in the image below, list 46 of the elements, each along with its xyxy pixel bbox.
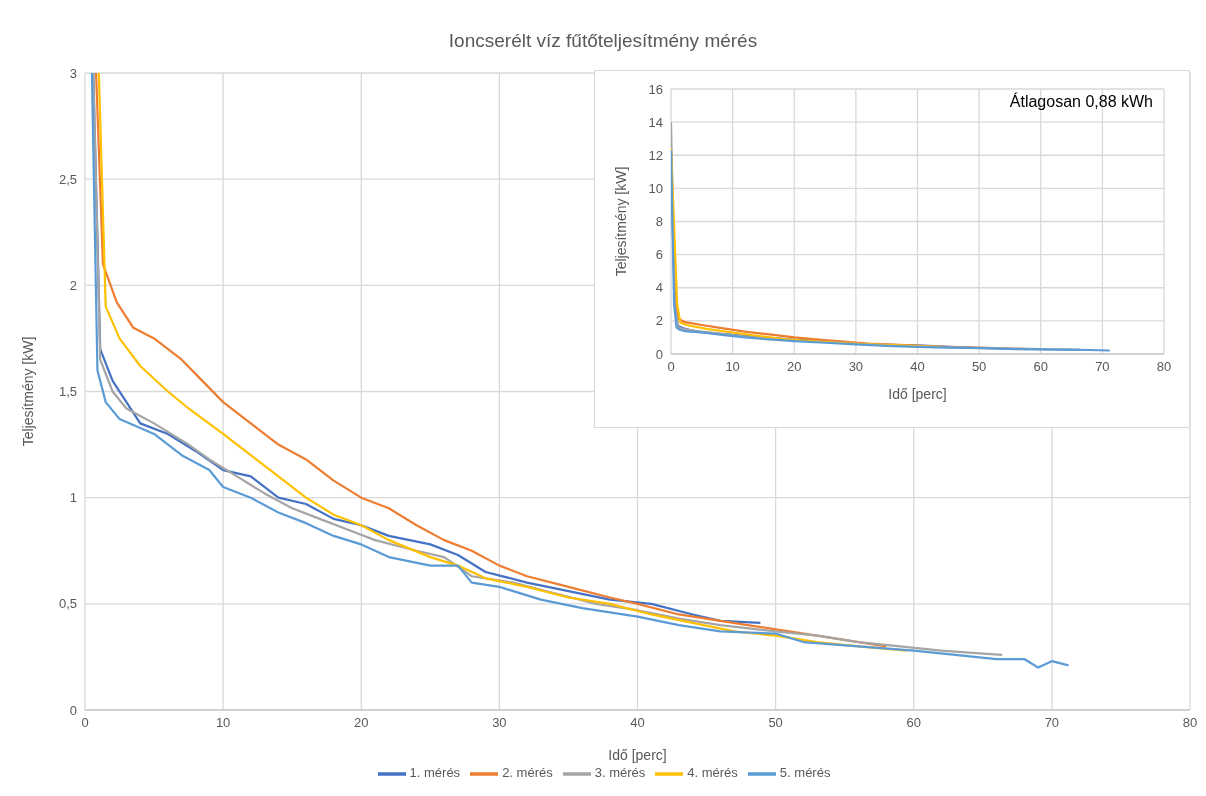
x-tick-label: 80 — [1156, 359, 1172, 375]
y-tick-label: 3 — [69, 65, 77, 81]
legend-label: 2. mérés — [502, 765, 553, 781]
x-tick-label: 20 — [787, 359, 802, 375]
y-tick-label: 8 — [655, 214, 663, 230]
y-tick-label: 12 — [648, 147, 663, 163]
x-axis-title: Idő [perc] — [608, 747, 667, 763]
x-tick-label: 0 — [667, 359, 675, 375]
y-tick-label: 14 — [648, 114, 663, 130]
y-tick-label: 2 — [655, 313, 663, 329]
y-tick-label: 1,5 — [58, 384, 77, 400]
x-tick-label: 80 — [1182, 715, 1198, 731]
legend-label: 3. mérés — [594, 765, 646, 781]
y-tick-label: 16 — [648, 81, 663, 97]
y-tick-label: 0,5 — [58, 596, 77, 612]
legend-label: 5. mérés — [779, 765, 831, 781]
y-axis-title: Teljesítmény [kW] — [612, 166, 629, 277]
line-series — [671, 149, 1111, 352]
y-tick-label: 0 — [69, 702, 77, 718]
annotation: Átlagosan 0,88 kWh — [1009, 93, 1153, 111]
y-tick-label: 6 — [655, 247, 663, 263]
x-tick-label: 60 — [906, 715, 921, 731]
x-tick-label: 10 — [215, 715, 231, 731]
y-tick-label: 10 — [648, 180, 663, 196]
x-tick-label: 50 — [768, 715, 783, 731]
x-tick-label: 0 — [81, 715, 89, 731]
y-tick-label: 4 — [655, 280, 663, 296]
x-tick-label: 10 — [725, 359, 740, 375]
y-tick-label: 2 — [69, 277, 77, 293]
x-tick-label: 50 — [971, 359, 987, 375]
x-tick-label: 70 — [1095, 359, 1110, 375]
y-axis-title: Teljesítmény [kW] — [19, 336, 36, 447]
x-tick-label: 30 — [848, 359, 864, 375]
x-tick-label: 30 — [492, 715, 507, 731]
legend-label: 4. mérés — [687, 765, 738, 781]
x-tick-label: 20 — [354, 715, 369, 731]
chart-title: Ioncserélt víz fűtőteljesítmény mérés — [447, 30, 759, 52]
x-tick-label: 40 — [630, 715, 645, 731]
x-tick-label: 60 — [1033, 359, 1048, 375]
y-tick-label: 0 — [655, 346, 663, 362]
legend-label: 1. mérés — [409, 765, 461, 781]
x-axis-title: Idő [perc] — [888, 386, 947, 402]
x-tick-label: 40 — [910, 359, 925, 375]
x-tick-label: 70 — [1044, 715, 1060, 731]
y-tick-label: 2,5 — [58, 171, 77, 187]
y-tick-label: 1 — [69, 490, 77, 506]
